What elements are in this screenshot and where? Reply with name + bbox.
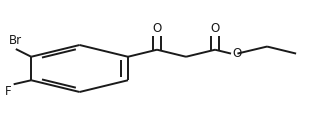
Text: O: O xyxy=(232,48,242,61)
Text: O: O xyxy=(211,22,220,35)
Text: Br: Br xyxy=(9,34,23,47)
Text: O: O xyxy=(152,22,162,35)
Text: F: F xyxy=(5,85,11,98)
